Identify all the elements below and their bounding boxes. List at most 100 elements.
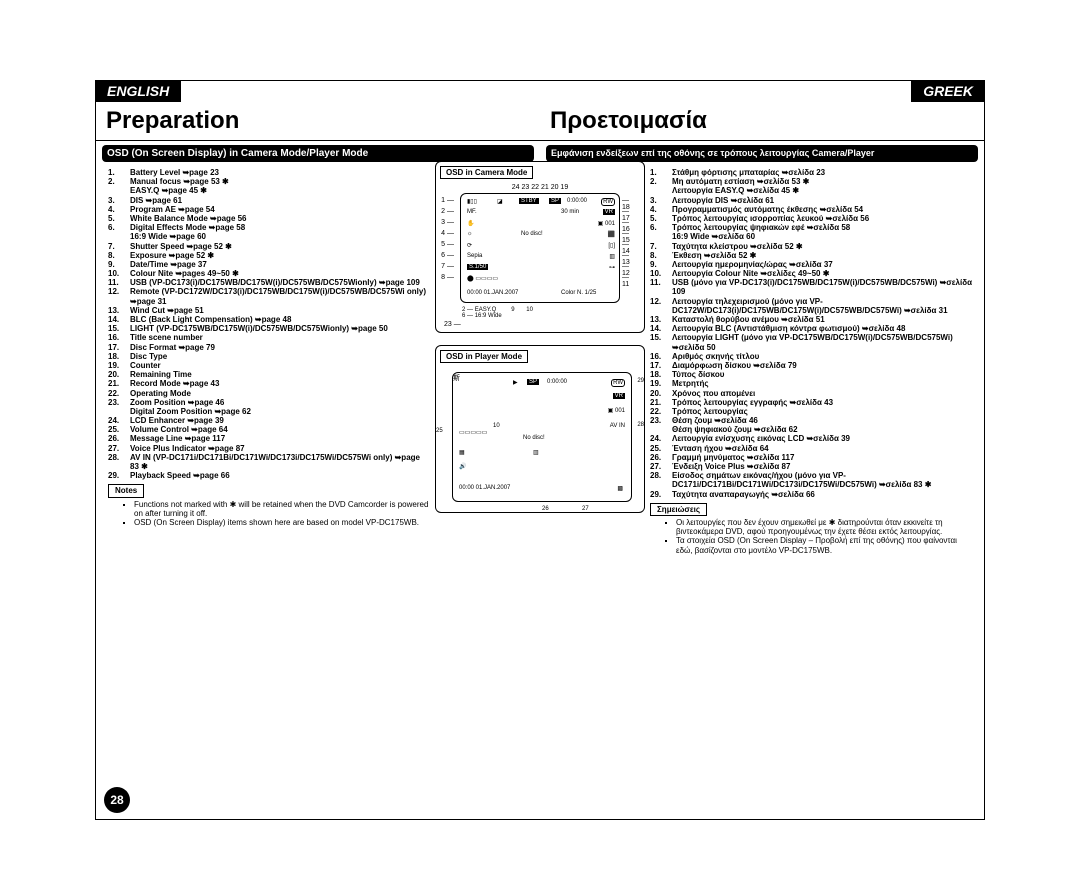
nodisc-label: No disc! bbox=[521, 231, 543, 237]
greek-osd-list: Στάθμη φόρτισης μπαταρίας ➥σελίδα 23Μη α… bbox=[650, 168, 972, 499]
lang-greek-tab: GREEK bbox=[911, 80, 985, 102]
marker-left: 7 — bbox=[440, 263, 454, 270]
list-item: Disc Format ➥page 79 bbox=[108, 343, 430, 352]
mf-label: MF. bbox=[467, 209, 477, 215]
remote-icon: ▥ bbox=[609, 253, 615, 260]
list-item: Τρόπος λειτουργίας εγγραφής ➥σελίδα 43 bbox=[650, 398, 972, 407]
rw-label-2: RW bbox=[611, 379, 625, 387]
list-item: Χρόνος που απομένει bbox=[650, 389, 972, 398]
player-screen: ▶ SP 0:00:00 RW VR ▣ 001 10 AV IN ▭▭▭▭▭ … bbox=[452, 372, 632, 502]
counter-label: 0:00:00 bbox=[567, 198, 587, 204]
enhance-icon: ▩ bbox=[617, 485, 623, 492]
marker-left: 1 — bbox=[440, 197, 454, 204]
marker-9: 9 bbox=[511, 307, 514, 313]
marker-27: 27 bbox=[582, 506, 589, 512]
001-label-2: ▣ 001 bbox=[608, 407, 625, 414]
marker-right: — 11 bbox=[622, 274, 636, 288]
play-icon: ▶ bbox=[513, 379, 518, 386]
marker-28: 28 bbox=[637, 422, 644, 428]
marker-left: 8 — bbox=[440, 274, 454, 281]
list-item: AV IN (VP-DC171i/DC171Bi/DC171Wi/DC173i/… bbox=[108, 453, 430, 471]
subtitle-greek: Εμφάνιση ενδείξεων επί της οθόνης σε τρό… bbox=[546, 145, 978, 162]
greek-notes: Σημειώσεις Οι λειτουργίες που δεν έχουν … bbox=[650, 499, 972, 555]
list-item: Battery Level ➥page 23 bbox=[108, 168, 430, 177]
list-item: Record Mode ➥page 43 bbox=[108, 379, 430, 388]
english-notes-list: Functions not marked with ✱ will be reta… bbox=[108, 500, 430, 528]
list-item: BLC (Back Light Compensation) ➥page 48 bbox=[108, 315, 430, 324]
list-item: Λειτουργία DIS ➥σελίδα 61 bbox=[650, 196, 972, 205]
note-item: Functions not marked with ✱ will be reta… bbox=[134, 500, 430, 518]
avin-label: AV IN bbox=[610, 423, 625, 429]
list-item: Τύπος δίσκου bbox=[650, 370, 972, 379]
list-item: Θέση ζουμ ➥σελίδα 46Θέση ψηφιακού ζουμ ➥… bbox=[650, 416, 972, 434]
list-item: Counter bbox=[108, 361, 430, 370]
date-label: 00:00 01.JAN.2007 bbox=[467, 290, 518, 296]
note-item: Τα στοιχεία OSD (On Screen Display – Προ… bbox=[676, 536, 972, 554]
list-item: Έκθεση ➥σελίδα 52 ✱ bbox=[650, 251, 972, 260]
list-item: Title scene number bbox=[108, 333, 430, 342]
ae-icon: ◪ bbox=[497, 198, 503, 205]
notes-heading-gr: Σημειώσεις bbox=[650, 503, 707, 516]
list-item: Volume Control ➥page 64 bbox=[108, 425, 430, 434]
title-row: Preparation Προετοιμασία bbox=[96, 103, 984, 141]
list-item: Voice Plus Indicator ➥page 87 bbox=[108, 444, 430, 453]
marker-6b: 6 bbox=[462, 313, 465, 319]
list-item: Στάθμη φόρτισης μπαταρίας ➥σελίδα 23 bbox=[650, 168, 972, 177]
list-item: Playback Speed ➥page 66 bbox=[108, 471, 430, 480]
list-item: Λειτουργία Colour Nite ➥σελίδες 49~50 ✱ bbox=[650, 269, 972, 278]
list-item: Μετρητής bbox=[650, 379, 972, 388]
vr-label-2: VR bbox=[613, 393, 625, 399]
greek-notes-list: Οι λειτουργίες που δεν έχουν σημειωθεί μ… bbox=[650, 518, 972, 555]
list-item: Γραμμή μηνύματος ➥σελίδα 117 bbox=[650, 453, 972, 462]
list-item: Program AE ➥page 54 bbox=[108, 205, 430, 214]
list-item: Μη αυτόματη εστίαση ➥σελίδα 53 ✱Λειτουργ… bbox=[650, 177, 972, 195]
title-greek: Προετοιμασία bbox=[540, 103, 984, 140]
list-item: LIGHT (VP-DC175WB/DC175W(i)/DC575WB/DC57… bbox=[108, 324, 430, 333]
voiceplus-icon: ▥ bbox=[533, 449, 539, 456]
list-item: Αριθμός σκηνής τίτλου bbox=[650, 352, 972, 361]
usb-icon: ⊶ bbox=[609, 264, 615, 271]
list-item: Διαμόρφωση δίσκου ➥σελίδα 79 bbox=[650, 361, 972, 370]
osd-player-diagram: OSD in Player Mode ▶ SP 0:00:00 RW VR ▣ … bbox=[435, 345, 645, 513]
list-item: Operating Mode bbox=[108, 389, 430, 398]
vr-label: VR bbox=[603, 209, 615, 215]
battery-icon: ▮▯▯ bbox=[467, 198, 477, 205]
sp-label-2: SP bbox=[527, 379, 539, 385]
marker-left: 3 — bbox=[440, 219, 454, 226]
blc-icon: ⬛ bbox=[608, 231, 615, 238]
center-diagrams: OSD in Camera Mode 24 23 22 21 20 19 ▮▯▯… bbox=[435, 161, 645, 525]
list-item: Exposure ➥page 52 ✱ bbox=[108, 251, 430, 260]
list-item: LCD Enhancer ➥page 39 bbox=[108, 416, 430, 425]
list-item: Ταχύτητα κλείστρου ➥σελίδα 52 ✱ bbox=[650, 242, 972, 251]
list-item: Digital Effects Mode ➥page 5816:9 Wide ➥… bbox=[108, 223, 430, 241]
speaker-icon: 🔊 bbox=[459, 463, 466, 470]
stby-label: STBY bbox=[519, 198, 539, 204]
sp-label: SP bbox=[549, 198, 561, 204]
bottom-row2: 6 — 16:9 Wide bbox=[462, 313, 640, 319]
list-item: Remaining Time bbox=[108, 370, 430, 379]
lcd-icon: ▦ bbox=[459, 449, 465, 456]
list-item: DIS ➥page 61 bbox=[108, 196, 430, 205]
list-item: Λειτουργία ημερομηνίας/ώρας ➥σελίδα 37 bbox=[650, 260, 972, 269]
date-label-2: 00:00 01.JAN.2007 bbox=[459, 485, 510, 491]
list-item: Date/Time ➥page 37 bbox=[108, 260, 430, 269]
note-item: Οι λειτουργίες που δεν έχουν σημειωθεί μ… bbox=[676, 518, 972, 536]
marker-10: 10 bbox=[526, 307, 533, 313]
nodisc-label-2: No disc! bbox=[523, 435, 545, 441]
title-english: Preparation bbox=[96, 103, 540, 140]
vol-bar: ▭▭▭▭▭ bbox=[459, 429, 487, 436]
list-item: Ένδειξη Voice Plus ➥σελίδα 87 bbox=[650, 462, 972, 471]
wide-label: 16:9 Wide bbox=[475, 313, 502, 319]
list-item: Wind Cut ➥page 51 bbox=[108, 306, 430, 315]
marker-left: 4 — bbox=[440, 230, 454, 237]
list-item: Message Line ➥page 117 bbox=[108, 434, 430, 443]
list-item: Λειτουργία ενίσχυσης εικόνας LCD ➥σελίδα… bbox=[650, 434, 972, 443]
subtitle-english: OSD (On Screen Display) in Camera Mode/P… bbox=[102, 145, 534, 162]
colorn-label: Color N. 1/25 bbox=[561, 290, 596, 296]
list-item: Remote (VP-DC172W/DC173(i)/DC175WB/DC175… bbox=[108, 287, 430, 305]
osd-camera-diagram: OSD in Camera Mode 24 23 22 21 20 19 ▮▯▯… bbox=[435, 161, 645, 333]
marker-left: 6 — bbox=[440, 252, 454, 259]
marker-26: 26 bbox=[542, 506, 549, 512]
sepia-label: Sepia bbox=[467, 253, 482, 259]
top-number-row: 24 23 22 21 20 19 bbox=[440, 184, 640, 191]
